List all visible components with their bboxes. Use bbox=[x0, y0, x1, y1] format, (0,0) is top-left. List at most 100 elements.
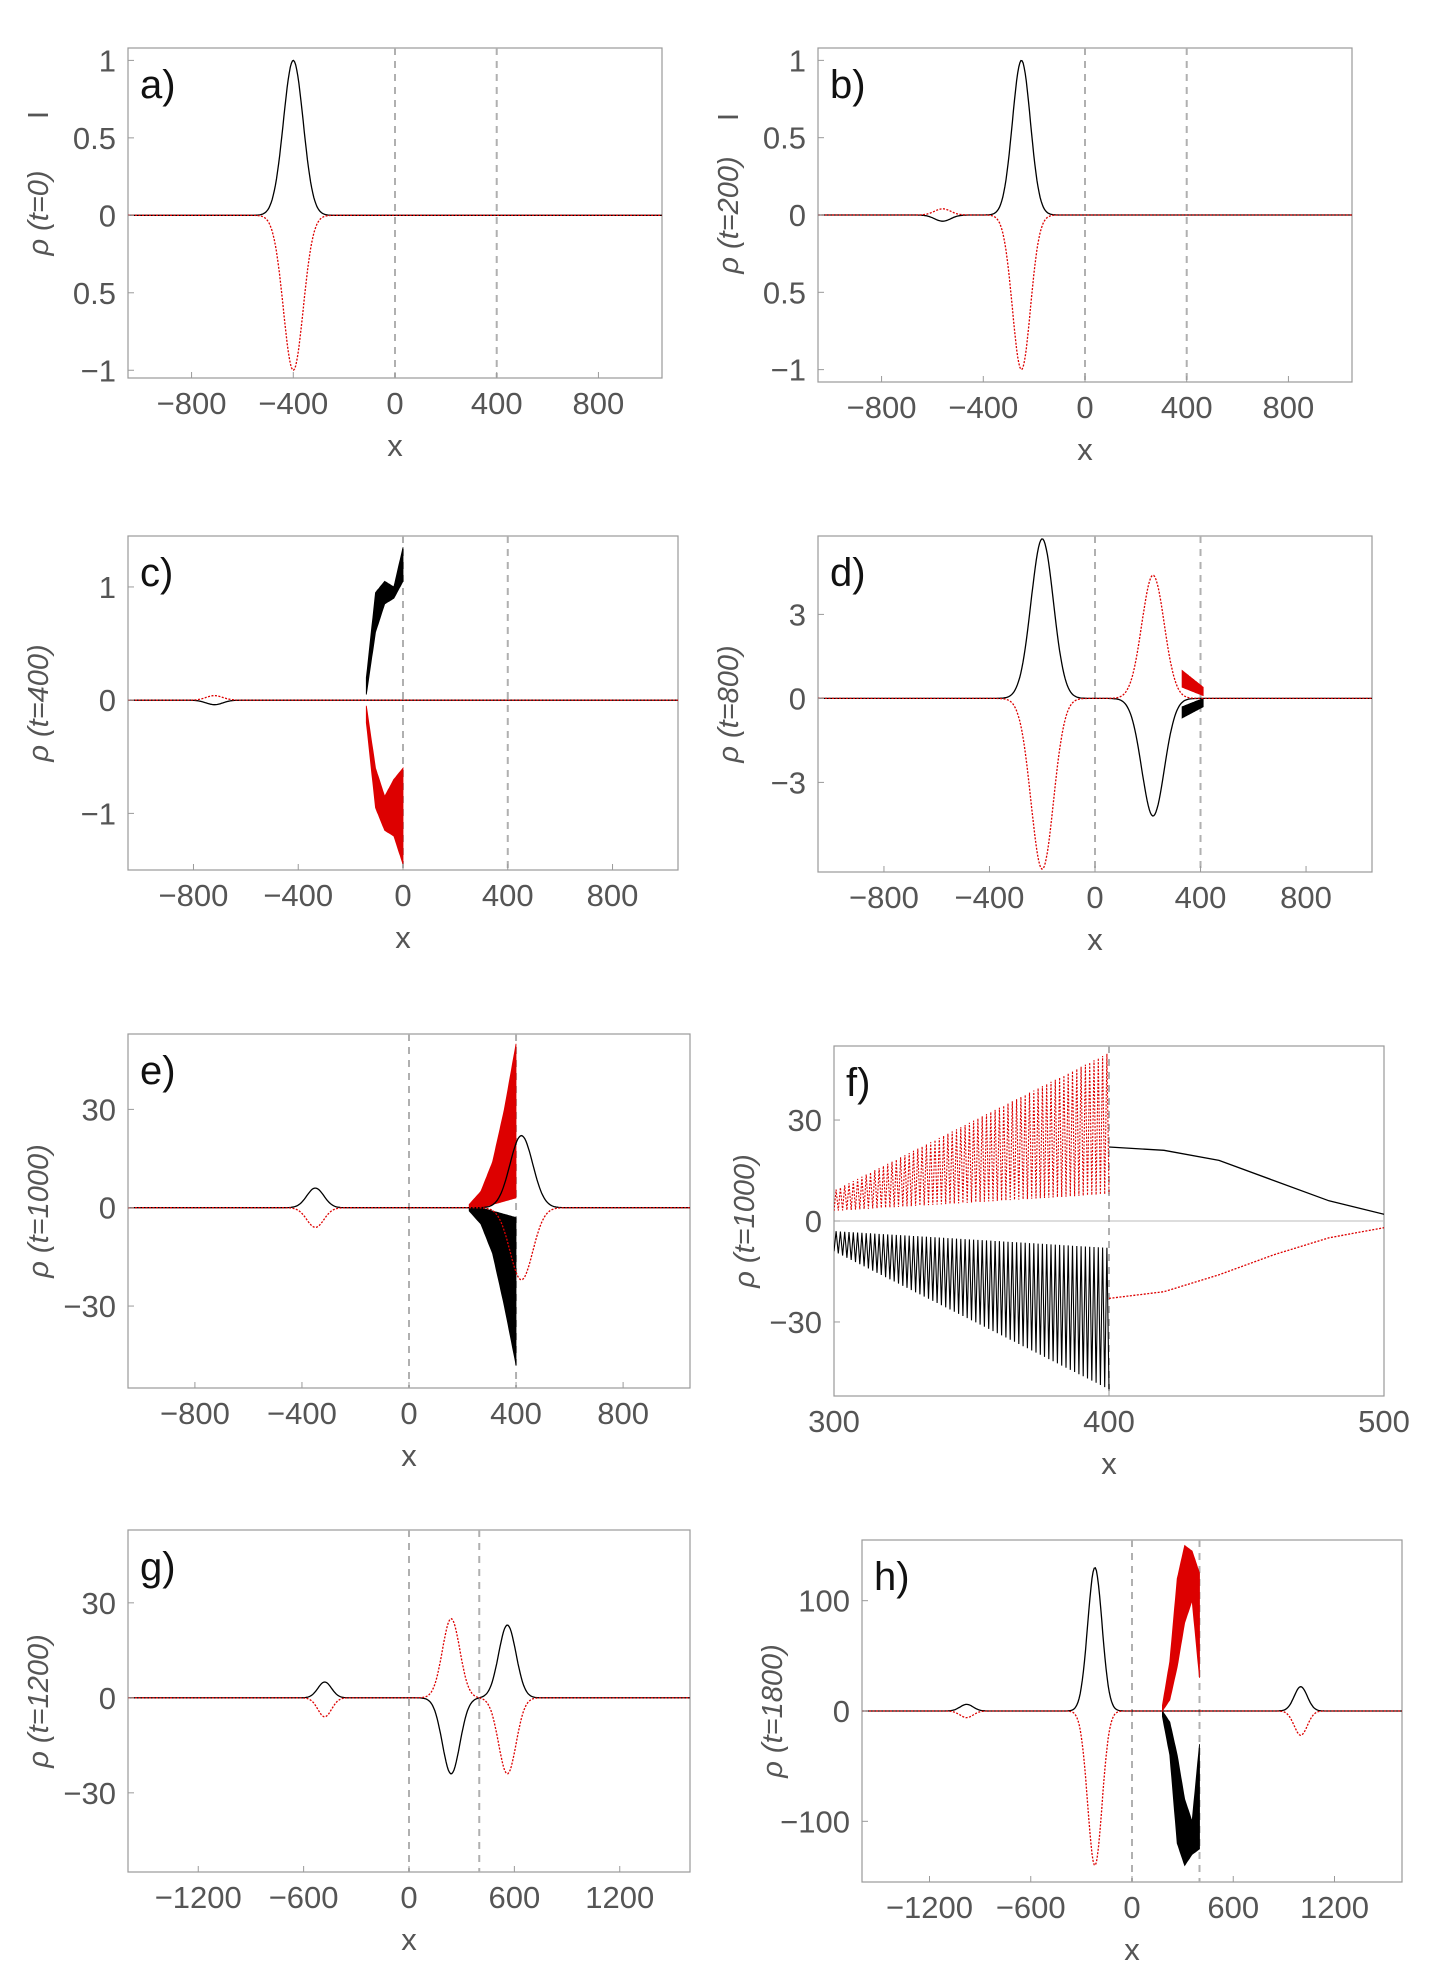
panel-label: c) bbox=[140, 551, 173, 595]
oscillation-band-1 bbox=[1162, 1544, 1200, 1713]
y-tick-label: 1 bbox=[789, 43, 806, 78]
y-tick-label: 0 bbox=[99, 1191, 116, 1226]
y-tick-label: 0 bbox=[99, 198, 116, 233]
panel-label: b) bbox=[830, 63, 866, 107]
y-axis-label-group: ρ (t=1800) bbox=[757, 1644, 789, 1779]
plot-area bbox=[862, 1540, 1402, 1882]
series-red bbox=[128, 1618, 690, 1775]
series-red bbox=[128, 214, 662, 372]
plot-area bbox=[128, 1530, 690, 1872]
y-axis-label-group: ρ (t=1000) bbox=[729, 1154, 761, 1289]
y-tick-label: −100 bbox=[780, 1804, 850, 1839]
x-tick-label: 0 bbox=[400, 1880, 417, 1915]
x-tick-label: −600 bbox=[996, 1890, 1066, 1925]
series-red bbox=[818, 208, 1352, 371]
y-tick-label: 0 bbox=[789, 198, 806, 233]
x-axis-label: x bbox=[1077, 432, 1093, 467]
plot-area bbox=[128, 1034, 690, 1388]
x-tick-label: 400 bbox=[1175, 880, 1227, 915]
x-tick-label: 800 bbox=[587, 878, 639, 913]
plot-area bbox=[834, 1046, 1384, 1396]
y-axis-label-group: ρ (t=800) bbox=[713, 645, 745, 763]
panel-d: −800 −400 0 400 800 3 0 −3 x ρ (t=800) d) bbox=[713, 535, 1373, 957]
y-axis-label-group: ρ (t=400) bbox=[23, 644, 55, 762]
y-tick-label: −30 bbox=[63, 1289, 116, 1324]
x-axis-label: x bbox=[1087, 922, 1103, 957]
y-axis-label: ρ (t=1000) bbox=[23, 1144, 55, 1279]
y-tick-label: 30 bbox=[788, 1103, 822, 1138]
x-tick-label: −1200 bbox=[886, 1890, 973, 1925]
y-tick-label: −30 bbox=[769, 1305, 822, 1340]
y-axis-label-group: ρ (t=1000) bbox=[23, 1144, 55, 1279]
plot-area bbox=[818, 536, 1372, 872]
y-tick-label: 0 bbox=[789, 681, 806, 716]
x-tick-label: 800 bbox=[573, 386, 625, 421]
panel-label: e) bbox=[140, 1049, 176, 1093]
y-tick-label: −1 bbox=[771, 353, 806, 388]
x-axis-label: x bbox=[395, 920, 411, 955]
x-tick-label: 0 bbox=[386, 386, 403, 421]
oscillation-band-0 bbox=[1181, 669, 1204, 697]
x-tick-label: 800 bbox=[597, 1396, 649, 1431]
x-axis-label: x bbox=[401, 1438, 417, 1473]
plot-area bbox=[818, 48, 1352, 382]
x-tick-label: 1200 bbox=[1300, 1890, 1369, 1925]
panel-b: −800 −400 0 400 800 1 0.5 0 0.5 −1 x ρ (t=200) Ib) bbox=[713, 43, 1353, 467]
panel-a: −800 −400 0 400 800 1 0.5 0 0.5 −1 x ρ (t=0) Ia) bbox=[23, 43, 663, 463]
plot-frame bbox=[127, 47, 663, 379]
panel-label: g) bbox=[140, 1545, 176, 1589]
oscillation-series-1 bbox=[834, 1231, 1110, 1390]
x-tick-label: 0 bbox=[1123, 1890, 1140, 1925]
y-axis-label-group: ρ (t=200) I bbox=[713, 113, 745, 275]
y-axis-label-prefix: I bbox=[23, 111, 55, 119]
x-tick-label: 0 bbox=[1076, 390, 1093, 425]
y-axis-label: ρ (t=1200) bbox=[23, 1634, 55, 1769]
oscillation-band-1 bbox=[468, 1207, 517, 1366]
panel-label: h) bbox=[874, 1555, 910, 1599]
y-axis-label-group: ρ (t=0) I bbox=[23, 111, 55, 257]
y-tick-label: 0 bbox=[99, 1681, 116, 1716]
series-black bbox=[128, 699, 678, 706]
x-tick-label: −800 bbox=[157, 386, 227, 421]
x-axis-label: x bbox=[1124, 1932, 1140, 1967]
y-tick-label: 0 bbox=[805, 1204, 822, 1239]
oscillation-band-1 bbox=[1181, 697, 1204, 719]
oscillation-band-1 bbox=[365, 705, 404, 865]
x-tick-label: −400 bbox=[267, 1396, 337, 1431]
plot-area bbox=[128, 48, 662, 378]
oscillation-band-0 bbox=[468, 1043, 517, 1209]
y-axis-label: ρ (t=800) bbox=[713, 645, 745, 763]
panel-label: a) bbox=[140, 63, 176, 107]
x-tick-label: 300 bbox=[808, 1404, 860, 1439]
x-tick-label: −800 bbox=[159, 878, 229, 913]
panel-label: f) bbox=[846, 1061, 870, 1105]
y-tick-label: −1 bbox=[81, 796, 116, 831]
y-axis-label: ρ (t=200) bbox=[713, 156, 745, 274]
y-tick-label: 0.5 bbox=[763, 121, 806, 156]
y-tick-label: −1 bbox=[81, 353, 116, 388]
panel-c: −800 −400 0 400 800 1 0 −1 x ρ (t=400) c) bbox=[23, 535, 679, 955]
oscillation-series-0 bbox=[834, 1053, 1110, 1211]
series-red bbox=[1108, 1227, 1384, 1300]
x-tick-label: 500 bbox=[1358, 1404, 1410, 1439]
series-black bbox=[128, 1134, 690, 1209]
series-red bbox=[818, 574, 1372, 870]
x-tick-label: −800 bbox=[849, 880, 919, 915]
x-tick-label: 800 bbox=[1280, 880, 1332, 915]
x-tick-label: 400 bbox=[490, 1396, 542, 1431]
y-tick-label: 1 bbox=[99, 570, 116, 605]
oscillation-band-0 bbox=[365, 547, 404, 695]
x-tick-label: −800 bbox=[847, 390, 917, 425]
panel-label: d) bbox=[830, 551, 866, 595]
y-axis-label: ρ (t=0) bbox=[23, 170, 55, 256]
plot-frame bbox=[817, 535, 1373, 873]
x-tick-label: 1200 bbox=[585, 1880, 654, 1915]
y-tick-label: 0.5 bbox=[73, 276, 116, 311]
y-tick-label: 3 bbox=[789, 597, 806, 632]
y-axis-label: ρ (t=1800) bbox=[757, 1644, 789, 1779]
x-tick-label: 0 bbox=[1086, 880, 1103, 915]
y-tick-label: 30 bbox=[82, 1586, 116, 1621]
series-red bbox=[128, 694, 678, 701]
x-tick-label: 600 bbox=[1207, 1890, 1259, 1925]
panel-h: −1200 −600 0 600 1200 100 0 −100 x ρ (t=1800) h) bbox=[757, 1539, 1403, 1967]
